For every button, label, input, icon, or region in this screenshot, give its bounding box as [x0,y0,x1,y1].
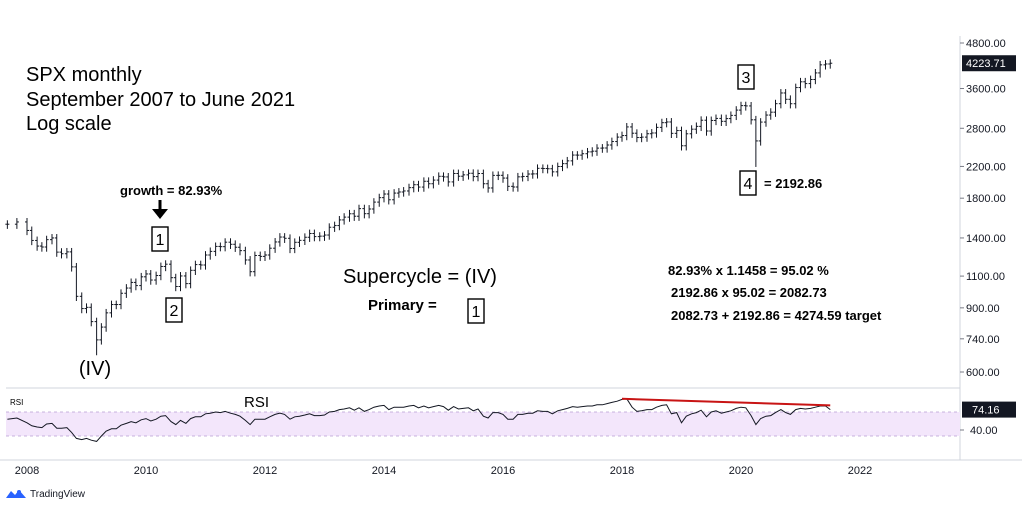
x-tick-label-5: 2018 [610,465,634,477]
y-tick-label-2: 2800.00 [966,123,1006,135]
growth-arrow-head [152,209,168,219]
tradingview-logo[interactable]: TradingView [6,486,85,502]
x-tick-label-2: 2012 [253,465,277,477]
calc-line-2: 2192.86 x 95.02 = 2082.73 [671,285,827,300]
x-tick-label-3: 2014 [372,465,396,477]
y-tick-label-1: 3600.00 [966,84,1006,96]
supercycle-label: Supercycle = (IV) [343,266,497,288]
y-tick-label-4: 1800.00 [966,193,1006,205]
x-tick-label-4: 2016 [491,465,515,477]
rsi-last-tag [962,401,1016,418]
rsi-small-label: RSI [10,398,23,407]
calc-line-3: 2082.73 + 2192.86 = 4274.59 target [671,308,882,323]
rsi-pane-label: RSI [244,394,269,411]
x-tick-label-0: 2008 [15,465,39,477]
growth-label: growth = 82.93% [120,183,223,198]
primary-box-box [467,298,485,324]
y-tick-label-7: 900.00 [966,303,1000,315]
wave-1-label-box [151,226,169,252]
wave-3-label-box [737,64,755,90]
wave-2-label-box [165,297,183,323]
primary-box-text: 1 [472,304,481,321]
y-tick-label-9: 600.00 [966,367,1000,379]
y-tick-label-5: 1400.00 [966,233,1006,245]
title-line-1: SPX monthly [26,64,142,86]
x-tick-label-6: 2020 [729,465,753,477]
last-price-tag [962,55,1016,72]
y-tick-label-0: 4800.00 [966,38,1006,50]
last-price-label: 4223.71 [966,58,1006,70]
rsi-line [7,398,831,442]
title-line-3: Log scale [26,113,112,135]
rsi-divergence-line [621,397,831,407]
wave-iv-label: (IV) [79,358,111,380]
wave-1-label-text: 1 [156,232,165,249]
title-line-2: September 2007 to June 2021 [26,89,295,111]
wave-4-value: = 2192.86 [764,176,822,191]
wave-2-label-text: 2 [170,303,179,320]
y-tick-label-8: 740.00 [966,334,1000,346]
calc-line-1: 82.93% x 1.1458 = 95.02 % [668,263,829,278]
wave-4-label-text: 4 [744,176,753,193]
wave-3-label-text: 3 [742,70,751,87]
primary-label: Primary = [368,297,437,314]
rsi-tick-label: 40.00 [970,425,998,437]
y-tick-label-3: 2200.00 [966,161,1006,173]
x-tick-label-1: 2010 [134,465,158,477]
tradingview-logo-icon [6,490,26,498]
y-tick-label-6: 1100.00 [966,271,1005,283]
wave-4-label-box [739,170,757,196]
rsi-last-label: 74.16 [972,405,1000,417]
tradingview-logo-text: TradingView [30,488,86,500]
x-tick-label-7: 2022 [848,465,872,477]
